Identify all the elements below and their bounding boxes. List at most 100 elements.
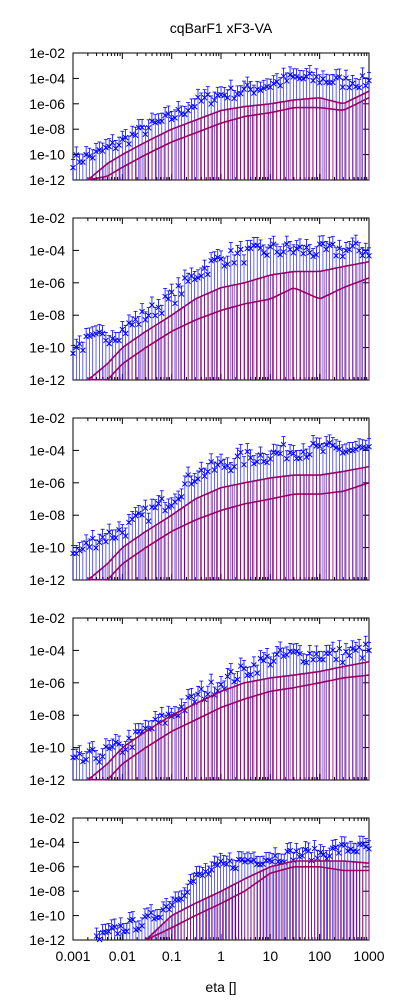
data-point <box>96 329 103 336</box>
data-point <box>208 257 214 264</box>
data-point <box>190 878 197 885</box>
data-point <box>187 879 194 886</box>
data-point <box>238 857 245 863</box>
data-point <box>264 653 270 660</box>
series-curve <box>87 260 370 381</box>
y-tick-label: 1e-02 <box>29 610 65 626</box>
data-point <box>336 645 343 652</box>
data-point <box>237 90 244 97</box>
data-point <box>254 458 261 465</box>
y-tick-label: 1e-10 <box>29 740 65 756</box>
data-point <box>162 720 168 726</box>
data-point <box>89 154 96 161</box>
data-point <box>126 735 132 742</box>
data-point <box>152 504 159 511</box>
data-point <box>86 153 93 160</box>
series-1 <box>70 635 372 780</box>
y-tick-label: 1e-10 <box>29 147 65 163</box>
data-point <box>175 106 182 113</box>
data-point <box>139 922 145 929</box>
y-tick-label: 1e-08 <box>29 707 65 723</box>
data-point <box>96 539 103 546</box>
y-tick-label: 1e-10 <box>29 340 65 356</box>
data-point <box>205 871 212 877</box>
data-point <box>185 278 191 285</box>
data-point <box>251 662 257 668</box>
data-point <box>283 78 290 84</box>
data-point <box>356 247 362 254</box>
data-point <box>89 331 96 338</box>
data-point <box>237 449 244 456</box>
data-point <box>117 923 124 929</box>
data-point <box>241 260 247 266</box>
data-point <box>346 652 353 659</box>
data-point <box>132 316 139 323</box>
data-point <box>165 295 172 302</box>
x-tick-label: 100 <box>308 948 332 964</box>
data-point <box>96 759 103 765</box>
y-tick-label: 1e-02 <box>29 210 65 226</box>
data-point <box>103 743 109 750</box>
data-point <box>260 657 267 664</box>
data-point <box>267 243 274 250</box>
data-point <box>245 857 251 863</box>
data-point <box>293 648 300 655</box>
y-tick-label: 1e-12 <box>29 372 65 388</box>
data-point <box>270 449 277 456</box>
data-point <box>99 330 106 337</box>
data-point <box>86 748 93 754</box>
data-point <box>356 84 362 91</box>
data-point <box>73 152 80 158</box>
data-point <box>184 889 191 895</box>
data-point <box>333 252 339 259</box>
data-point <box>310 253 316 260</box>
data-point <box>204 691 211 698</box>
data-point <box>145 312 152 319</box>
data-point <box>254 670 261 676</box>
data-point <box>106 340 113 347</box>
data-point <box>172 115 178 121</box>
data-point <box>135 321 142 328</box>
data-point <box>122 533 129 539</box>
data-point <box>254 86 261 93</box>
data-point <box>293 73 300 80</box>
data-point <box>266 857 272 864</box>
data-point <box>290 450 297 457</box>
data-point <box>320 448 326 455</box>
y-tick-label: 1e-06 <box>29 675 65 691</box>
data-point <box>313 251 320 258</box>
data-point <box>290 249 297 256</box>
y-tick-label: 1e-04 <box>29 442 65 458</box>
data-point <box>241 86 247 92</box>
data-point <box>349 645 356 652</box>
data-point <box>224 261 231 268</box>
series-1 <box>70 65 372 180</box>
y-tick-label: 1e-08 <box>29 121 65 137</box>
data-point <box>162 112 168 119</box>
data-point <box>344 848 351 854</box>
data-point <box>132 512 139 519</box>
data-point <box>218 256 224 262</box>
data-point <box>339 659 346 666</box>
data-point <box>356 644 362 651</box>
y-tick-label: 1e-12 <box>29 932 65 948</box>
data-point <box>211 467 218 473</box>
data-point <box>297 455 303 462</box>
data-point <box>204 271 211 278</box>
data-point <box>224 94 231 101</box>
data-point <box>257 655 264 662</box>
data-point <box>329 442 336 449</box>
data-point <box>332 844 339 851</box>
data-point <box>352 83 359 90</box>
data-point <box>112 739 119 746</box>
data-point <box>310 440 316 447</box>
data-point <box>76 547 83 554</box>
data-point <box>142 505 149 511</box>
data-point <box>93 148 99 155</box>
y-tick-label: 1e-02 <box>29 45 65 61</box>
y-tick-label: 1e-02 <box>29 810 65 826</box>
y-tick-label: 1e-04 <box>29 242 65 258</box>
data-point <box>221 263 228 269</box>
data-point <box>122 330 129 337</box>
data-point <box>293 848 300 855</box>
